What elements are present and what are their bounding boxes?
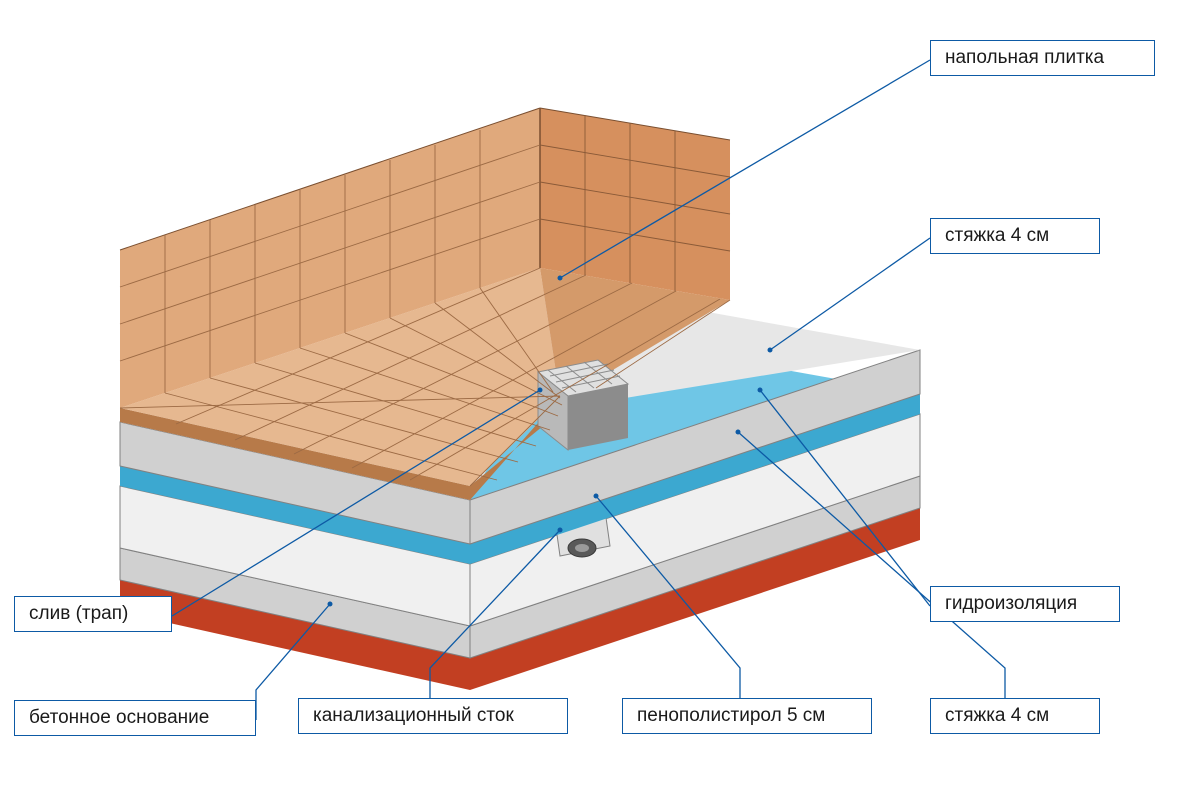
screed-upper-top [120, 282, 920, 500]
pipe-trench [540, 404, 610, 556]
wall-back-grid [120, 130, 540, 393]
label-waterproof: гидроизоляция [930, 586, 1120, 622]
pipe-inner [575, 544, 589, 552]
label-drain-pipe: канализационный сток [298, 698, 568, 734]
grate-line [548, 370, 576, 392]
floor-cross-section [0, 0, 1200, 788]
label-text: слив (трап) [29, 603, 128, 625]
diagram-stage: напольная плитка стяжка 4 см гидроизоляц… [0, 0, 1200, 788]
grate-line [562, 376, 620, 388]
label-base: бетонное основание [14, 700, 256, 736]
label-screed-bot: стяжка 4 см [930, 698, 1100, 734]
floor-tile-right [540, 268, 730, 398]
screed-upper-side [120, 422, 470, 544]
screed-lower-top [120, 408, 920, 626]
concrete-base-end [470, 508, 920, 690]
label-text: напольная плитка [945, 47, 1104, 69]
waterproof-side [120, 466, 470, 564]
label-text: бетонное основание [29, 707, 209, 729]
screed-upper-end [470, 350, 920, 544]
label-floor-tile: напольная плитка [930, 40, 1155, 76]
tile-edge-side [120, 408, 470, 500]
drain-top [538, 360, 628, 396]
wall-side-grid [540, 115, 730, 291]
screed-lower-end [470, 476, 920, 658]
concrete-base-top [120, 440, 920, 658]
wall-top-edge [120, 108, 540, 250]
foam-top [120, 346, 920, 564]
waterproof-end [470, 394, 920, 564]
grate-line [550, 364, 608, 376]
wall-back [120, 108, 540, 408]
label-drain: слив (трап) [14, 596, 172, 632]
leader-lines [0, 0, 1200, 788]
label-text: гидроизоляция [945, 593, 1077, 615]
label-screed-top: стяжка 4 см [930, 218, 1100, 254]
label-text: стяжка 4 см [945, 705, 1049, 727]
label-foam: пенополистирол 5 см [622, 698, 872, 734]
pipe-opening [568, 539, 596, 557]
grate-line [584, 362, 612, 384]
foam-side [120, 486, 470, 626]
waterproof-top [120, 326, 920, 544]
foam-end [470, 414, 920, 626]
grate-line [556, 370, 614, 382]
wall-side [540, 108, 730, 300]
floor-tile-grid [120, 268, 730, 486]
screed-lower-side [120, 548, 470, 658]
grate-line [566, 366, 594, 388]
tile-edge-end [470, 398, 560, 500]
label-text: канализационный сток [313, 705, 514, 727]
floor-tile [120, 268, 560, 486]
label-text: стяжка 4 см [945, 225, 1049, 247]
wall-top-edge-r [540, 108, 730, 140]
drain-right [568, 384, 628, 450]
waterproof-upturn [120, 290, 540, 466]
drain-left [538, 372, 568, 450]
concrete-base-side [120, 580, 470, 690]
label-text: пенополистирол 5 см [637, 705, 825, 727]
